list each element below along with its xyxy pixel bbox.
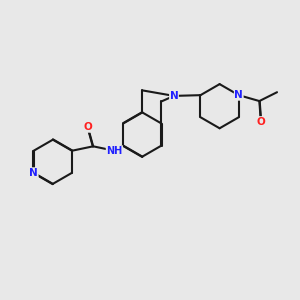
Text: N: N xyxy=(234,90,243,100)
Text: N: N xyxy=(169,91,178,101)
Text: NH: NH xyxy=(106,146,122,156)
Text: O: O xyxy=(256,117,265,127)
Text: N: N xyxy=(29,168,38,178)
Text: O: O xyxy=(83,122,92,132)
